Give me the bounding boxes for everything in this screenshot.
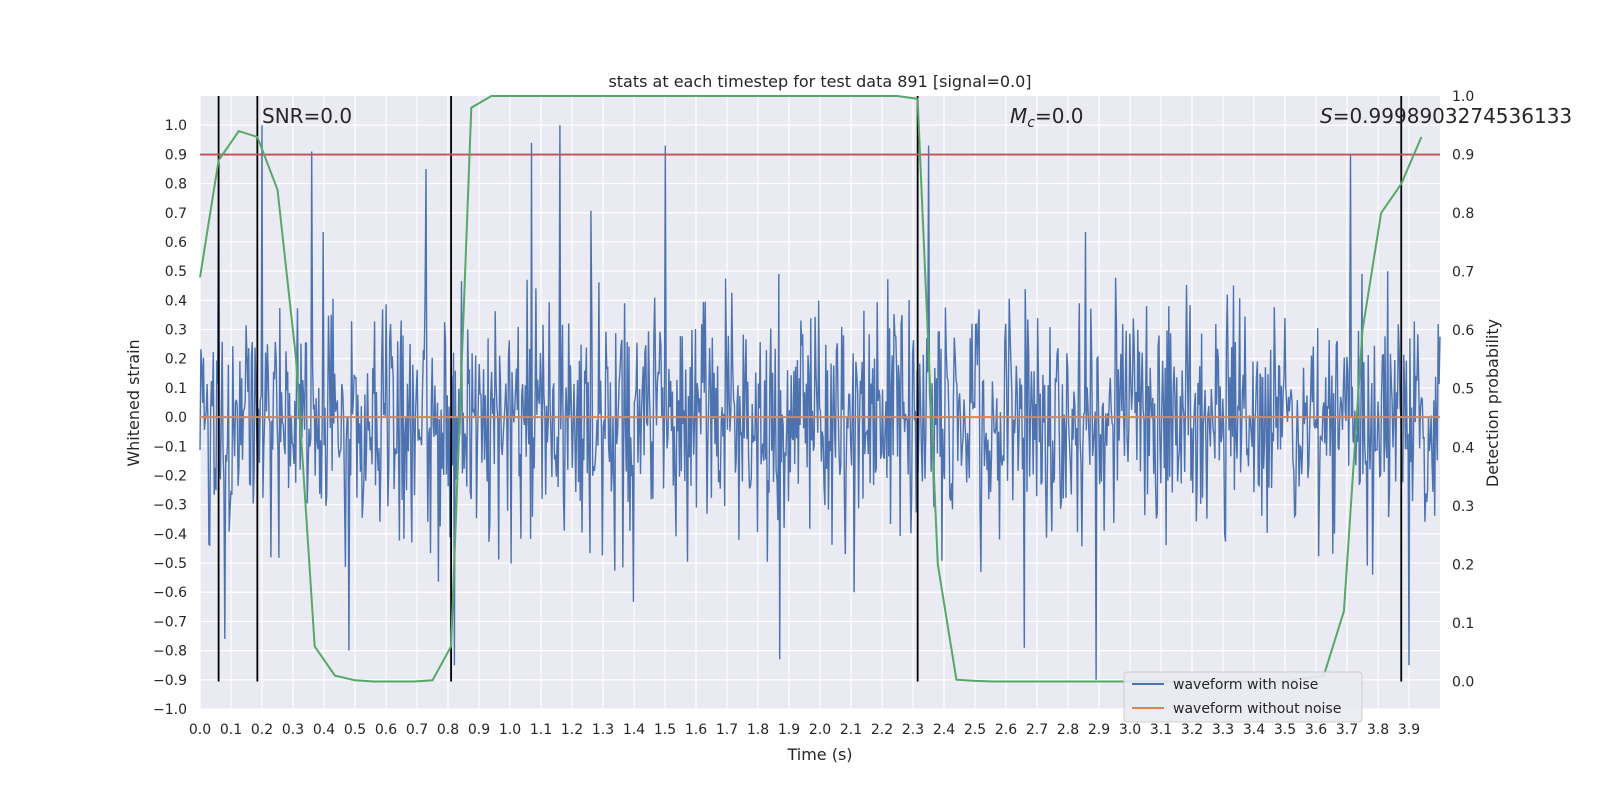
waveform-with-noise-line (199, 125, 1441, 680)
vertical-markers (217, 96, 1403, 682)
chart-title: stats at each timestep for test data 891… (608, 72, 1031, 91)
y2-tick-label: 0.5 (1452, 382, 1474, 398)
waveform-with-noise-series (199, 125, 1441, 680)
x-tick-label: 1.9 (778, 722, 800, 738)
x-tick-label: 1.8 (747, 722, 769, 738)
x-tick-label: 2.4 (933, 722, 955, 738)
y-tick-label: 0.9 (165, 147, 187, 163)
x-tick-label: 0.3 (282, 722, 304, 738)
y2-tick-label: 0.9 (1452, 148, 1474, 164)
y-tick-label: −1.0 (153, 702, 187, 718)
y-tick-label: 0.7 (165, 206, 187, 222)
x-tick-label: 2.8 (1057, 722, 1079, 738)
x-tick-label: 2.5 (964, 722, 986, 738)
y2-axis-label: Detection probability (1483, 319, 1502, 487)
y-tick-label: 0.1 (165, 381, 187, 397)
x-tick-label: 1.3 (592, 722, 614, 738)
y-tick-label: 0.6 (165, 235, 187, 251)
y-tick-label: 0.5 (165, 264, 187, 280)
x-tick-label: 1.7 (716, 722, 738, 738)
s-annotation: S=0.9998903274536133 (1320, 104, 1572, 128)
y-tick-label: 0.4 (165, 293, 187, 309)
x-tick-label: 0.9 (468, 722, 490, 738)
y-tick-label: −0.6 (153, 585, 187, 601)
y-axis-ticks: 1.0 0.9 0.8 0.7 0.6 0.5 0.4 0.3 0.2 0.1 0.0 −0.1 −0.… (153, 118, 187, 718)
y2-tick-label: 0.8 (1452, 206, 1474, 222)
x-tick-label: 1.0 (499, 722, 521, 738)
x-tick-label: 0.5 (344, 722, 366, 738)
y2-tick-label: 0.6 (1452, 323, 1474, 339)
legend-label-noise: waveform with noise (1173, 677, 1318, 693)
y-tick-label: −0.9 (153, 673, 187, 689)
x-tick-label: 3.3 (1212, 722, 1234, 738)
y2-tick-label: 0.4 (1452, 440, 1474, 456)
x-tick-label: 3.5 (1274, 722, 1296, 738)
x-tick-label: 2.3 (902, 722, 924, 738)
x-tick-label: 3.6 (1305, 722, 1327, 738)
x-tick-label: 2.2 (871, 722, 893, 738)
y-axis-label: Whitened strain (124, 339, 143, 466)
y-tick-label: 0.0 (165, 410, 187, 426)
x-tick-label: 0.7 (406, 722, 428, 738)
y-tick-label: −0.3 (153, 498, 187, 514)
y-tick-label: −0.4 (153, 527, 187, 543)
y-tick-label: 1.0 (165, 118, 187, 134)
x-tick-label: 0.4 (313, 722, 335, 738)
y-tick-label: 0.2 (165, 352, 187, 368)
x-tick-label: 1.5 (654, 722, 676, 738)
mc-annotation: Mc=0.0 (1010, 104, 1084, 131)
x-tick-label: 3.0 (1119, 722, 1141, 738)
x-tick-label: 1.2 (561, 722, 583, 738)
x-tick-label: 2.0 (809, 722, 831, 738)
x-tick-label: 3.2 (1181, 722, 1203, 738)
x-tick-label: 3.1 (1150, 722, 1172, 738)
y-tick-label: −0.1 (153, 439, 187, 455)
y-tick-label: −0.5 (153, 556, 187, 572)
x-tick-label: 1.6 (685, 722, 707, 738)
x-axis-label: Time (s) (786, 745, 852, 764)
x-tick-label: 1.4 (623, 722, 645, 738)
snr-annotation: SNR=0.0 (262, 104, 352, 128)
x-tick-label: 0.2 (251, 722, 273, 738)
y-tick-label: −0.2 (153, 468, 187, 484)
x-tick-label: 3.8 (1367, 722, 1389, 738)
y2-tick-label: 0.3 (1452, 499, 1474, 515)
x-tick-label: 2.6 (995, 722, 1017, 738)
y-tick-label: −0.7 (153, 614, 187, 630)
x-tick-label: 0.6 (375, 722, 397, 738)
y2-axis-ticks: 1.0 0.9 0.8 0.7 0.6 0.5 0.4 0.3 0.2 0.1 0.0 (1452, 89, 1474, 690)
x-tick-label: 0.8 (437, 722, 459, 738)
x-tick-label: 1.1 (530, 722, 552, 738)
y2-tick-label: 0.0 (1452, 674, 1474, 690)
legend-box (1123, 671, 1363, 723)
x-tick-label: 2.9 (1088, 722, 1110, 738)
x-tick-label: 3.9 (1398, 722, 1420, 738)
x-tick-label: 0.1 (220, 722, 242, 738)
y2-tick-label: 1.0 (1452, 89, 1474, 105)
y2-tick-label: 0.1 (1452, 616, 1474, 632)
legend: waveform with noise waveform without noi… (1123, 671, 1363, 723)
y-tick-label: 0.8 (165, 177, 187, 193)
x-tick-label: 0.0 (189, 722, 211, 738)
x-tick-label: 3.7 (1336, 722, 1358, 738)
y2-tick-label: 0.2 (1452, 557, 1474, 573)
y-tick-label: 0.3 (165, 323, 187, 339)
legend-label-clean: waveform without noise (1173, 701, 1341, 717)
x-tick-label: 2.7 (1026, 722, 1048, 738)
x-tick-label: 3.4 (1243, 722, 1265, 738)
x-axis-ticks: 0.0 0.1 0.2 0.3 0.4 0.5 0.6 0.7 0.8 0.9 1.0 1.1 1.2 1… (189, 722, 1420, 738)
y2-tick-label: 0.7 (1452, 265, 1474, 281)
y-tick-label: −0.8 (153, 644, 187, 660)
x-tick-label: 2.1 (840, 722, 862, 738)
